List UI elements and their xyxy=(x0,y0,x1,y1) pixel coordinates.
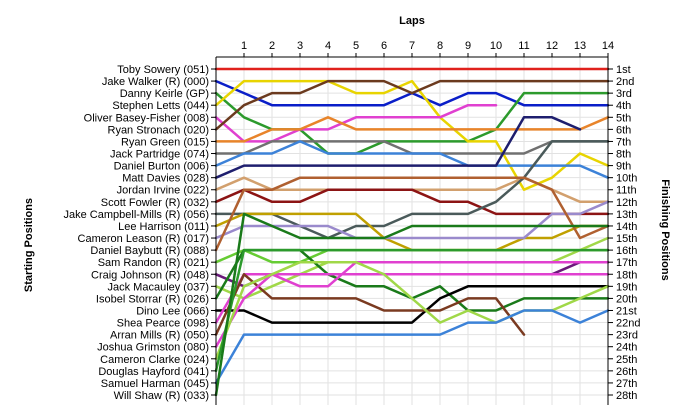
finishing-position-label: 19th xyxy=(616,281,637,293)
x-tick-label: 2 xyxy=(269,40,275,52)
finishing-position-label: 21st xyxy=(616,305,637,317)
series-line-start-12 xyxy=(214,188,610,216)
starting-position-label: Daniel Burton (006) xyxy=(114,161,209,173)
starting-position-label: Jake Campbell-Mills (R) (056) xyxy=(64,209,209,221)
starting-position-label: Matt Davies (028) xyxy=(122,173,209,185)
finishing-position-label: 4th xyxy=(616,100,631,112)
x-tick-label: 13 xyxy=(574,40,586,52)
finishing-position-label: 18th xyxy=(616,269,637,281)
starting-position-label: Craig Johnson (R) (048) xyxy=(91,269,209,281)
finishing-position-label: 22nd xyxy=(616,318,640,330)
series-line-start-16 xyxy=(214,176,610,252)
x-tick-label: 14 xyxy=(602,40,614,52)
starting-position-label: Sam Randon (R) (021) xyxy=(98,257,209,269)
finishing-position-label: 10th xyxy=(616,173,637,185)
starting-position-label: Joshua Grimston (080) xyxy=(97,342,209,354)
series-line-start-9 xyxy=(214,140,610,179)
x-tick-label: 11 xyxy=(518,40,529,52)
starting-position-label: Ryan Stronach (020) xyxy=(108,124,210,136)
x-tick-label: 6 xyxy=(381,40,387,52)
finishing-position-label: 20th xyxy=(616,293,637,305)
finishing-position-label: 11th xyxy=(616,185,637,197)
finishing-position-label: 2nd xyxy=(616,76,634,88)
finishing-position-label: 23rd xyxy=(616,330,638,342)
starting-position-label: Will Shaw (R) (033) xyxy=(114,390,209,402)
starting-position-label: Jordan Irvine (022) xyxy=(117,185,209,197)
y-axis-right-title: Finishing Positions xyxy=(659,179,671,280)
x-tick-label: 5 xyxy=(353,40,359,52)
series-line-start-28 xyxy=(214,212,610,397)
starting-position-label: Douglas Hayford (041) xyxy=(98,366,209,378)
x-tick-label: 10 xyxy=(490,40,502,52)
starting-position-label: Oliver Basey-Fisher (008) xyxy=(84,112,209,124)
starting-position-label: Shea Pearce (098) xyxy=(117,318,209,330)
finishing-position-label: 26th xyxy=(616,366,637,378)
series-line-start-27 xyxy=(214,309,610,385)
finishing-position-label: 13th xyxy=(616,209,637,221)
starting-position-label: Cameron Clarke (024) xyxy=(100,354,209,366)
finishing-position-label: 12th xyxy=(616,197,637,209)
starting-position-label: Lee Harrison (011) xyxy=(118,221,209,233)
starting-position-label: Stephen Letts (044) xyxy=(112,100,209,112)
finishing-position-label: 24th xyxy=(616,342,637,354)
finishing-position-label: 7th xyxy=(616,136,631,148)
x-tick-label: 7 xyxy=(409,40,415,52)
series-line-start-5 xyxy=(214,103,498,143)
finishing-position-label: 5th xyxy=(616,112,631,124)
x-tick-label: 8 xyxy=(437,40,443,52)
starting-position-label: Scott Fowler (R) (032) xyxy=(101,197,209,209)
starting-position-label: Dino Lee (066) xyxy=(136,305,209,317)
finishing-position-label: 25th xyxy=(616,354,637,366)
starting-position-label: Jack Partridge (074) xyxy=(110,149,209,161)
series-line-start-21 xyxy=(214,285,610,324)
starting-position-label: Jack Macauley (037) xyxy=(108,281,210,293)
series-line-start-15 xyxy=(214,200,610,240)
starting-position-label: Toby Sowery (051) xyxy=(117,64,209,76)
series-line-start-24 xyxy=(214,273,610,348)
series-line-start-10 xyxy=(214,116,582,179)
finishing-position-label: 27th xyxy=(616,378,637,390)
x-tick-label: 4 xyxy=(325,40,331,52)
starting-position-label: Danny Keirle (GP) xyxy=(120,88,209,100)
starting-position-label: Ryan Green (015) xyxy=(121,136,209,148)
starting-position-label: Isobel Storrar (R) (026) xyxy=(96,293,209,305)
finishing-position-label: 17th xyxy=(616,257,637,269)
series-line-start-13 xyxy=(214,140,610,240)
x-tick-label: 3 xyxy=(297,40,303,52)
series-line-start-7 xyxy=(214,116,610,143)
starting-position-label: Arran Mills (R) (050) xyxy=(110,330,209,342)
series-line-start-4 xyxy=(214,79,610,191)
finishing-position-label: 15th xyxy=(616,233,637,245)
series-line-start-26 xyxy=(214,248,610,373)
finishing-position-label: 14th xyxy=(616,221,637,233)
finishing-position-label: 6th xyxy=(616,124,631,136)
finishing-position-label: 28th xyxy=(616,390,637,402)
starting-position-label: Samuel Harman (045) xyxy=(101,378,209,390)
series-line-start-23 xyxy=(214,273,526,336)
series-lines xyxy=(214,67,610,397)
series-line-start-22 xyxy=(214,260,610,324)
series-line-start-6 xyxy=(214,79,610,131)
starting-position-label: Jake Walker (R) (000) xyxy=(102,76,209,88)
finishing-position-label: 16th xyxy=(616,245,637,257)
starting-position-label: Cameron Leason (R) (017) xyxy=(78,233,209,245)
x-axis-title: Laps xyxy=(399,15,425,27)
finishing-position-label: 1st xyxy=(616,64,631,76)
y-axis-left-title: Starting Positions xyxy=(23,198,35,292)
finishing-position-label: 9th xyxy=(616,161,631,173)
finishing-position-label: 3rd xyxy=(616,88,632,100)
grid xyxy=(216,57,609,405)
finishing-position-label: 8th xyxy=(616,149,631,161)
x-tick-label: 1 xyxy=(241,40,247,52)
x-tick-label: 9 xyxy=(465,40,471,52)
x-tick-label: 12 xyxy=(546,40,558,52)
starting-position-label: Daniel Baybutt (R) (088) xyxy=(90,245,209,257)
